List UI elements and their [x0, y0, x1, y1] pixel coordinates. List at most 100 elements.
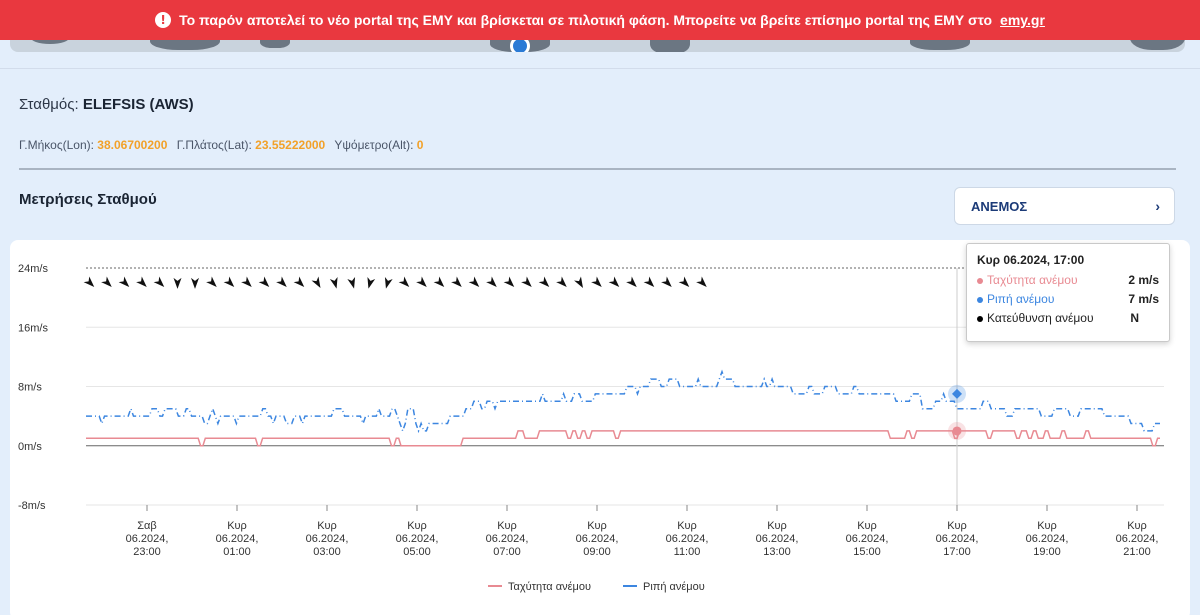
- tooltip-title: Κυρ 06.2024, 17:00: [977, 253, 1085, 267]
- x-tick-label: Κυρ: [407, 520, 427, 532]
- alt-value: 0: [416, 138, 424, 152]
- wind-direction-arrow-icon: [433, 276, 445, 288]
- y-tick-label: -8m/s: [18, 500, 46, 512]
- x-tick-label: Κυρ: [767, 520, 787, 532]
- chart-tooltip: Κυρ 06.2024, 17:00 Ταχύτητα ανέμου 2 m/s…: [966, 243, 1170, 342]
- x-tick-label: 06.2024,: [306, 533, 349, 545]
- selector-value: ΑΝΕΜΟΣ: [971, 198, 1028, 214]
- x-tick-label: 06.2024,: [126, 533, 169, 545]
- wind-direction-arrow-icon: [311, 276, 321, 289]
- wind-direction-arrow-icon: [241, 276, 252, 288]
- divider: [19, 168, 1176, 170]
- x-tick-label: 06.2024,: [846, 533, 889, 545]
- wind-direction-arrow-icon: [468, 276, 480, 288]
- pilot-banner: ! Το παρόν αποτελεί το νέο portal της ΕΜ…: [0, 0, 1200, 40]
- tooltip-gust-value: 7 m/s: [1128, 292, 1159, 306]
- wind-direction-arrow-icon: [223, 276, 235, 288]
- wind-chart[interactable]: 24m/s16m/s8m/s0m/s-8m/sΣαβ06.2024,23:00Κ…: [10, 240, 1190, 615]
- station-title: Σταθμός: ELEFSIS (AWS): [19, 96, 194, 113]
- wind-direction-arrow-icon: [503, 276, 515, 288]
- tooltip-row-speed: Ταχύτητα ανέμου 2 m/s: [977, 273, 1159, 287]
- wind-direction-arrow-icon: [696, 276, 707, 288]
- station-name: ELEFSIS (AWS): [82, 96, 194, 113]
- wind-direction-arrow-icon: [661, 276, 672, 288]
- tooltip-row-direction: Κατεύθυνση ανέμου N: [977, 311, 1159, 325]
- wind-direction-arrow-icon: [83, 276, 95, 288]
- alt-label: Υψόμετρο(Alt):: [334, 138, 414, 152]
- direction-dot: [977, 315, 983, 322]
- tooltip-direction-label: Κατεύθυνση ανέμου: [987, 311, 1094, 325]
- wind-direction-arrow-icon: [416, 276, 427, 288]
- wind-direction-arrow-icon: [347, 276, 356, 289]
- wind-direction-arrow-icon: [591, 276, 602, 288]
- station-label: Σταθμός:: [19, 96, 79, 113]
- x-tick-label: 13:00: [763, 546, 791, 558]
- wind-speed-line: [86, 430, 1160, 447]
- wind-direction-arrow-icon: [608, 276, 620, 288]
- speed-marker: [952, 426, 962, 436]
- wind-direction-arrow-icon: [486, 276, 497, 288]
- x-tick-label: 06.2024,: [396, 533, 439, 545]
- wind-direction-arrow-icon: [153, 276, 165, 288]
- gust-dot: [977, 296, 983, 303]
- banner-text: Το παρόν αποτελεί το νέο portal της ΕΜΥ …: [179, 12, 993, 28]
- wind-direction-arrow-icon: [384, 276, 393, 289]
- x-tick-label: Κυρ: [677, 520, 697, 532]
- legend-label: Ταχύτητα ανέμου: [508, 581, 591, 593]
- wind-direction-arrow-icon: [329, 276, 338, 289]
- emy-link[interactable]: emy.gr: [1000, 12, 1045, 28]
- lat-label: Γ.Πλάτος(Lat):: [176, 138, 252, 152]
- wind-direction-arrow-icon: [367, 276, 376, 289]
- tooltip-speed-value: 2 m/s: [1128, 273, 1159, 287]
- measurement-type-selector[interactable]: ΑΝΕΜΟΣ ›: [954, 187, 1175, 225]
- x-tick-label: Σαβ: [137, 520, 157, 532]
- x-tick-label: 06.2024,: [216, 533, 259, 545]
- x-tick-label: 06.2024,: [1026, 533, 1069, 545]
- wind-direction-arrow-icon: [191, 277, 199, 289]
- x-tick-label: Κυρ: [1127, 520, 1147, 532]
- wind-gust-line: [86, 369, 1160, 434]
- wind-direction-arrow-icon: [521, 276, 532, 288]
- x-tick-label: 11:00: [674, 546, 701, 558]
- wind-direction-arrow-icon: [556, 276, 567, 288]
- wind-direction-arrow-icon: [574, 276, 583, 289]
- x-tick-label: Κυρ: [227, 520, 247, 532]
- y-tick-label: 16m/s: [18, 322, 48, 334]
- lon-value: 38.06700200: [97, 138, 168, 152]
- x-tick-label: 09:00: [583, 546, 611, 558]
- wind-direction-arrow-icon: [136, 276, 147, 288]
- x-tick-label: 06.2024,: [936, 533, 979, 545]
- wind-direction-arrow-icon: [293, 276, 305, 288]
- y-tick-label: 24m/s: [18, 263, 48, 275]
- x-tick-label: Κυρ: [587, 520, 607, 532]
- x-tick-label: 01:00: [223, 546, 251, 558]
- measurements-title: Μετρήσεις Σταθμού: [19, 191, 157, 208]
- x-tick-label: 17:00: [943, 546, 971, 558]
- wind-direction-arrow-icon: [276, 276, 287, 288]
- station-coordinates: Γ.Μήκος(Lon): 38.06700200 Γ.Πλάτος(Lat):…: [19, 138, 423, 152]
- wind-direction-arrow-icon: [258, 276, 270, 288]
- lat-value: 23.55222000: [255, 138, 326, 152]
- legend-label: Ριπή ανέμου: [643, 581, 705, 593]
- y-tick-label: 8m/s: [18, 382, 42, 394]
- x-tick-label: Κυρ: [857, 520, 877, 532]
- wind-direction-arrow-icon: [173, 277, 182, 289]
- wind-direction-arrow-icon: [451, 276, 462, 288]
- x-tick-label: 05:00: [403, 546, 431, 558]
- x-tick-label: 06.2024,: [576, 533, 619, 545]
- x-tick-label: 03:00: [313, 546, 341, 558]
- wind-direction-arrow-icon: [678, 276, 690, 288]
- wind-direction-arrow-icon: [398, 276, 410, 288]
- tooltip-speed-label: Ταχύτητα ανέμου: [987, 273, 1078, 287]
- x-tick-label: 23:00: [133, 546, 161, 558]
- x-tick-label: Κυρ: [947, 520, 967, 532]
- x-tick-label: 06.2024,: [486, 533, 529, 545]
- y-tick-label: 0m/s: [18, 441, 42, 453]
- info-icon: !: [155, 12, 172, 28]
- wind-direction-arrow-icon: [118, 276, 130, 288]
- x-tick-label: 21:00: [1123, 546, 1151, 558]
- x-tick-label: 19:00: [1033, 546, 1061, 558]
- gust-marker: [952, 388, 962, 399]
- x-tick-label: 06.2024,: [1116, 533, 1159, 545]
- wind-direction-arrow-icon: [206, 276, 217, 288]
